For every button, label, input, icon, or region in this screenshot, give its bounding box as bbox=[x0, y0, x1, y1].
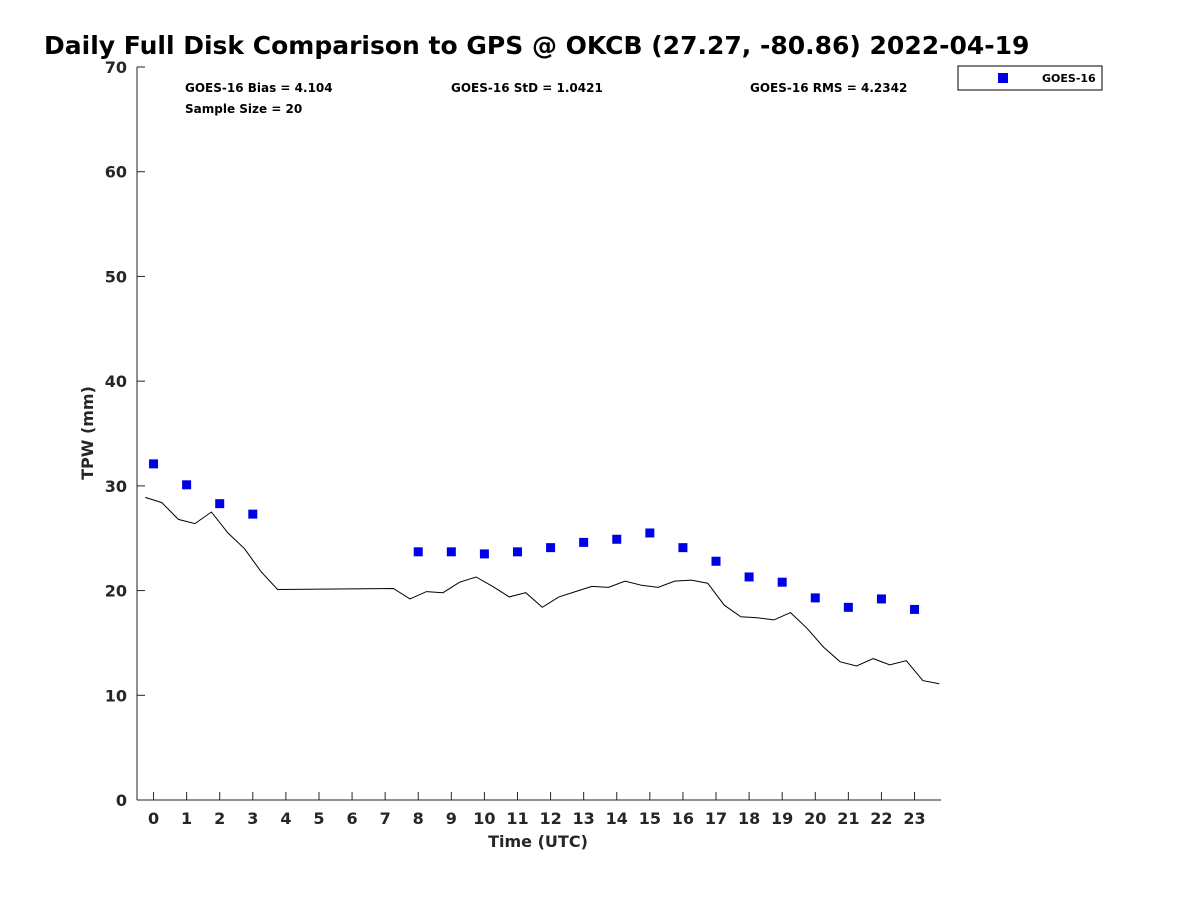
goes16-point bbox=[612, 534, 622, 544]
x-tick-label: 9 bbox=[446, 809, 457, 828]
x-tick-label: 13 bbox=[573, 809, 595, 828]
x-tick-label: 20 bbox=[804, 809, 826, 828]
x-tick-label: 6 bbox=[346, 809, 357, 828]
y-tick-label: 20 bbox=[105, 582, 127, 601]
x-tick-label: 2 bbox=[214, 809, 225, 828]
x-tick-label: 5 bbox=[313, 809, 324, 828]
goes16-point bbox=[744, 572, 754, 582]
y-tick-label: 0 bbox=[116, 791, 127, 810]
x-axis-label: Time (UTC) bbox=[488, 832, 588, 851]
x-tick-label: 0 bbox=[148, 809, 159, 828]
x-tick-label: 12 bbox=[539, 809, 561, 828]
chart-title: Daily Full Disk Comparison to GPS @ OKCB… bbox=[44, 31, 1029, 60]
x-tick-label: 8 bbox=[413, 809, 424, 828]
goes16-point bbox=[215, 499, 225, 509]
goes16-point bbox=[678, 543, 688, 553]
y-tick-label: 40 bbox=[105, 372, 127, 391]
x-tick-label: 23 bbox=[903, 809, 925, 828]
x-tick-label: 19 bbox=[771, 809, 793, 828]
goes16-series bbox=[149, 459, 920, 614]
x-tick-label: 17 bbox=[705, 809, 727, 828]
goes16-point bbox=[182, 480, 192, 490]
x-tick-label: 3 bbox=[247, 809, 258, 828]
x-tick-label: 11 bbox=[506, 809, 528, 828]
legend-box bbox=[957, 65, 1103, 91]
x-axis: 0 1 2 3 4 5 6 7 8 9 10 11 12 13 14 15 16 17 18 19 20 21 22 23 bbox=[148, 792, 926, 828]
legend: GOES-16 bbox=[957, 65, 1103, 91]
goes16-point bbox=[248, 509, 258, 519]
goes16-point bbox=[579, 537, 589, 547]
goes16-point bbox=[711, 556, 721, 566]
goes16-point bbox=[876, 594, 886, 604]
goes16-point bbox=[645, 528, 655, 538]
x-tick-label: 16 bbox=[672, 809, 694, 828]
x-tick-label: 15 bbox=[639, 809, 661, 828]
x-tick-label: 21 bbox=[837, 809, 859, 828]
x-tick-label: 4 bbox=[280, 809, 291, 828]
std-stat: GOES-16 StD = 1.0421 bbox=[451, 81, 603, 95]
goes16-point bbox=[413, 547, 423, 557]
y-axis-label: TPW (mm) bbox=[78, 386, 97, 480]
y-tick-label: 10 bbox=[105, 686, 127, 705]
y-tick-label: 50 bbox=[105, 267, 127, 286]
y-tick-label: 30 bbox=[105, 477, 127, 496]
bias-stat: GOES-16 Bias = 4.104 bbox=[185, 81, 333, 95]
x-tick-label: 14 bbox=[606, 809, 628, 828]
goes16-point bbox=[843, 602, 853, 612]
gps-series bbox=[145, 496, 940, 685]
y-tick-label: 60 bbox=[105, 163, 127, 182]
x-tick-label: 22 bbox=[870, 809, 892, 828]
y-axis: 0 10 20 30 40 50 60 70 bbox=[105, 58, 145, 810]
goes16-point bbox=[546, 543, 556, 553]
rms-stat: GOES-16 RMS = 4.2342 bbox=[750, 81, 907, 95]
goes16-point bbox=[512, 547, 522, 557]
x-tick-label: 1 bbox=[181, 809, 192, 828]
goes16-point bbox=[777, 577, 787, 587]
goes16-point bbox=[479, 549, 489, 559]
goes16-point bbox=[910, 604, 920, 614]
plot-area bbox=[136, 67, 941, 801]
sample-size-stat: Sample Size = 20 bbox=[185, 102, 302, 116]
x-tick-label: 10 bbox=[473, 809, 495, 828]
goes16-point bbox=[446, 547, 456, 557]
legend-marker-goes16 bbox=[998, 73, 1008, 83]
goes16-point bbox=[149, 459, 159, 469]
x-tick-label: 7 bbox=[380, 809, 391, 828]
y-tick-label: 70 bbox=[105, 58, 127, 77]
x-tick-label: 18 bbox=[738, 809, 760, 828]
gps-line bbox=[145, 496, 940, 685]
goes16-point bbox=[810, 593, 820, 603]
legend-label-goes16: GOES-16 bbox=[1042, 72, 1096, 85]
